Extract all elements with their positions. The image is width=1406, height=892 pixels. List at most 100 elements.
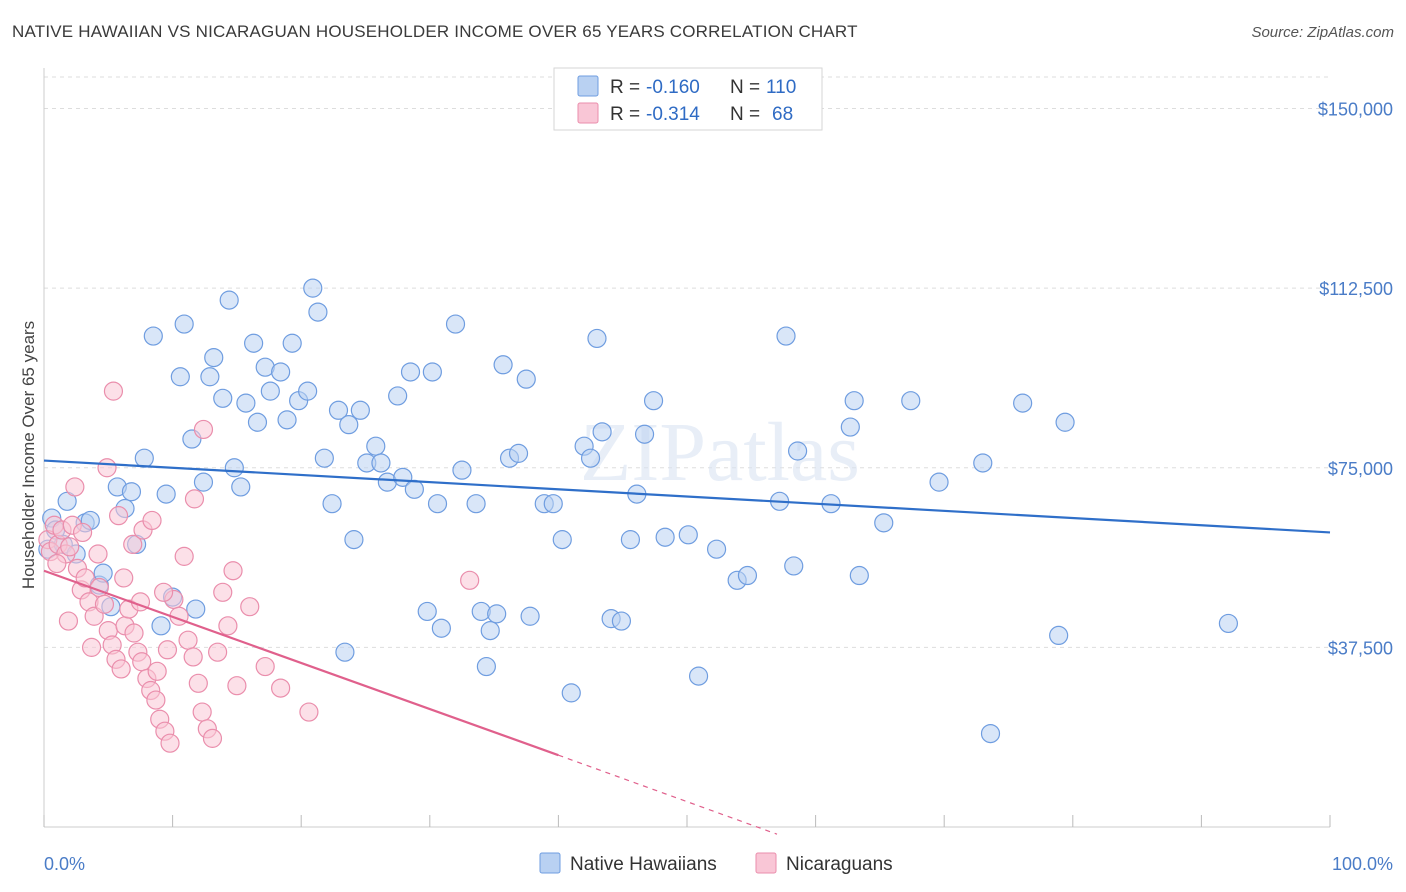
data-point: [213, 582, 233, 602]
data-point: [153, 582, 174, 602]
data-point: [787, 441, 808, 461]
data-point: [75, 568, 95, 588]
data-point: [97, 458, 117, 478]
data-point: [543, 494, 563, 514]
data-point: [134, 448, 154, 468]
data-point: [231, 477, 251, 497]
trend-line-0: [43, 459, 1331, 534]
data-point: [236, 393, 256, 413]
data-point: [213, 388, 233, 408]
data-point: [980, 723, 1001, 744]
data-point: [339, 415, 359, 435]
data-point: [371, 453, 391, 473]
legend-r-value-1: -0.160: [646, 77, 700, 98]
data-point: [121, 482, 142, 502]
bottom-legend-native-hawaiians: Native Hawaiians: [570, 854, 717, 875]
data-point: [366, 436, 386, 456]
data-point: [160, 733, 180, 753]
grid-lines: [44, 76, 1330, 648]
data-point: [132, 652, 152, 672]
legend-n-value-1: 110: [766, 77, 796, 98]
legend-n-label-1: N =: [730, 77, 760, 98]
data-point: [156, 484, 176, 504]
data-point: [587, 328, 607, 349]
data-point: [973, 453, 993, 473]
data-point: [1055, 412, 1075, 432]
source-credit: Source: ZipAtlas.com: [1251, 24, 1394, 41]
data-point: [678, 525, 698, 545]
data-point: [487, 604, 507, 624]
series-nicaraguans: [38, 381, 480, 753]
data-point: [208, 642, 228, 662]
data-point: [480, 621, 500, 641]
data-point: [94, 594, 115, 614]
y-tick-label: $112,500: [1319, 279, 1393, 299]
legend-swatch-nicaraguans: [577, 102, 599, 124]
data-point: [170, 367, 190, 387]
data-point: [655, 527, 675, 547]
data-point: [516, 369, 536, 389]
correlation-legend: R = -0.160 N = 110 R = -0.314 N = 68: [553, 67, 823, 131]
data-point: [60, 537, 80, 557]
data-point: [874, 513, 894, 533]
data-point: [344, 530, 364, 550]
data-point: [844, 391, 864, 411]
y-tick-label: $75,000: [1328, 459, 1393, 479]
data-point: [1049, 625, 1069, 646]
data-point: [328, 400, 349, 420]
data-point: [706, 539, 727, 559]
data-point: [404, 479, 424, 499]
series-legend: Native Hawaiians Nicaraguans: [539, 852, 893, 875]
data-point: [466, 494, 486, 514]
data-point: [204, 347, 224, 368]
data-point: [218, 616, 238, 636]
x-tick-label-min: 0.0%: [44, 854, 85, 874]
data-point: [184, 489, 205, 509]
data-point: [200, 367, 220, 387]
data-point: [431, 618, 451, 638]
data-point: [193, 472, 214, 492]
data-point: [314, 448, 334, 468]
trend-line-1: [43, 569, 559, 757]
data-point: [123, 534, 143, 555]
data-point: [427, 494, 448, 514]
data-point: [776, 326, 796, 346]
series-native-hawaiians: [38, 278, 1239, 744]
trend-lines: [43, 459, 1331, 835]
data-point: [108, 506, 129, 526]
data-point: [124, 623, 144, 643]
data-point: [308, 302, 328, 322]
data-point: [282, 333, 302, 353]
data-point: [643, 391, 664, 411]
data-point: [277, 410, 297, 430]
chart-title: NATIVE HAWAIIAN VS NICARAGUAN HOUSEHOLDE…: [12, 22, 858, 41]
data-point: [192, 702, 212, 722]
data-point: [400, 362, 421, 382]
data-point: [88, 544, 108, 564]
data-point: [552, 530, 572, 550]
data-point: [1013, 393, 1033, 413]
data-point: [103, 381, 124, 401]
data-point: [146, 690, 166, 710]
data-point: [188, 673, 208, 693]
data-point: [255, 656, 275, 677]
data-point: [142, 510, 162, 531]
data-point: [247, 412, 268, 432]
data-point: [174, 314, 194, 334]
data-point: [143, 326, 163, 346]
data-point: [81, 637, 102, 657]
data-point: [298, 381, 318, 401]
data-point: [114, 568, 134, 588]
data-point: [183, 647, 203, 667]
legend-swatch-native-hawaiians: [577, 75, 599, 97]
data-point: [476, 656, 496, 677]
data-point: [271, 678, 291, 698]
data-point: [303, 278, 323, 298]
data-point: [151, 616, 171, 636]
data-point: [580, 448, 601, 468]
data-point: [219, 290, 239, 310]
data-point: [157, 640, 178, 660]
data-point: [592, 422, 612, 442]
data-point: [901, 391, 921, 411]
data-point: [1218, 613, 1239, 634]
